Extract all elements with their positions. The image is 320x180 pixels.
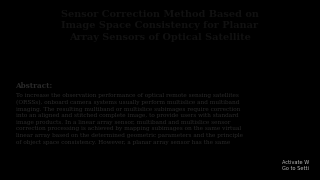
- Text: To increase the observation performance of optical remote sensing satellites
(OR: To increase the observation performance …: [16, 93, 243, 145]
- Text: Abstract:: Abstract:: [16, 82, 53, 90]
- Text: Sensor Correction Method Based on
Image Space Consistency for Planar
Array Senso: Sensor Correction Method Based on Image …: [61, 10, 259, 42]
- Text: Activate W
Go to Setti: Activate W Go to Setti: [282, 160, 309, 171]
